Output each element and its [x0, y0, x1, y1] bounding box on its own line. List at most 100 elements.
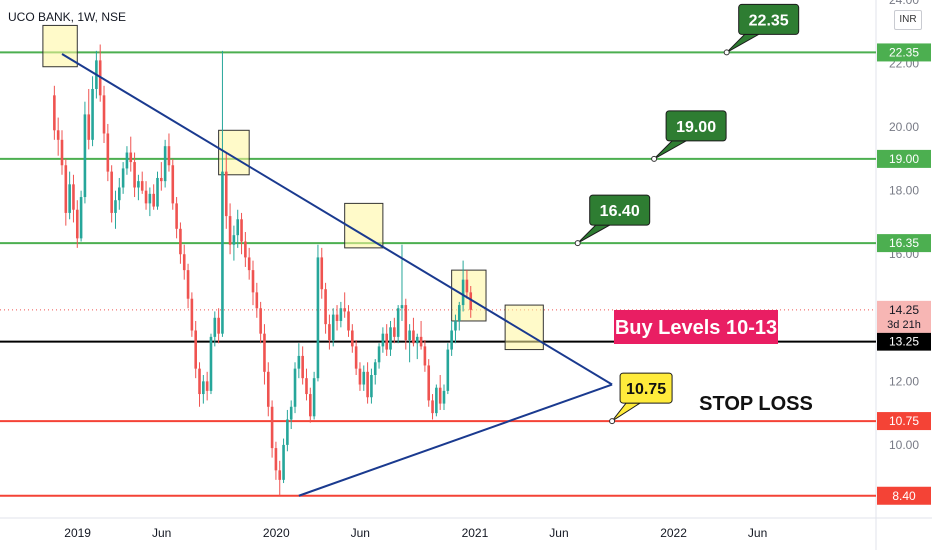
- callout-anchor: [651, 155, 658, 162]
- candle-body: [412, 330, 415, 344]
- candle-body: [209, 336, 213, 391]
- countdown-label: 3d 21h: [887, 319, 921, 331]
- callout-box: [619, 372, 673, 404]
- candle-body: [72, 184, 75, 210]
- callout-anchor: [723, 49, 730, 56]
- candle-body: [179, 228, 182, 255]
- callout-anchor: [609, 418, 616, 425]
- highlight-box: [218, 129, 250, 176]
- candle-body: [328, 324, 331, 341]
- x-tick-label: Jun: [549, 526, 568, 540]
- price-axis: [876, 0, 932, 550]
- candle-body: [305, 378, 308, 395]
- callout-pointer: [726, 33, 761, 53]
- candle-body: [228, 216, 232, 245]
- candle-body: [53, 95, 56, 131]
- candle-body: [190, 298, 194, 331]
- candle-body: [415, 336, 419, 344]
- candle-body: [282, 444, 285, 480]
- callout-box: [738, 3, 800, 35]
- candle-body: [331, 314, 335, 341]
- stop-loss-label: STOP LOSS: [699, 393, 813, 415]
- candle-body: [259, 308, 262, 334]
- x-tick-label: Jun: [351, 526, 370, 540]
- level-price-label: 8.40: [892, 489, 916, 503]
- candle-body: [110, 171, 113, 213]
- level-price-tag: [877, 149, 931, 168]
- candle-body: [175, 203, 178, 229]
- candle-body: [270, 406, 274, 449]
- callout-anchor: [574, 240, 581, 247]
- candle-body: [68, 184, 71, 213]
- candle-body: [431, 400, 434, 414]
- candle-body: [140, 181, 144, 191]
- candle-body: [457, 305, 461, 321]
- callout-label: 16.40: [600, 203, 640, 220]
- y-tick-label: 20.00: [889, 120, 919, 134]
- candle-body: [297, 355, 301, 369]
- candle-body: [255, 292, 259, 309]
- level-price-label: 16.35: [889, 236, 919, 250]
- candle-body: [198, 368, 201, 395]
- callout-pointer: [611, 402, 642, 422]
- candle-body: [312, 378, 316, 417]
- x-tick-label: 2021: [462, 526, 489, 540]
- candle-body: [137, 181, 140, 188]
- candle-body: [461, 279, 465, 306]
- y-tick-label: 24.00: [889, 0, 919, 7]
- candle-body: [419, 336, 423, 347]
- candle-body: [186, 270, 190, 299]
- candle-body: [389, 327, 392, 350]
- callout-pointer: [653, 140, 689, 160]
- x-tick-label: Jun: [748, 526, 767, 540]
- candle-body: [129, 152, 133, 163]
- level-price-label: 10.75: [889, 414, 919, 428]
- candle-body: [205, 381, 209, 391]
- candle-body: [79, 197, 83, 239]
- candle-body: [236, 219, 240, 236]
- candle-body: [251, 270, 255, 293]
- candle-body: [121, 168, 125, 188]
- candle-body: [156, 177, 159, 207]
- callout-box: [665, 110, 727, 142]
- candle-body: [266, 371, 270, 407]
- candle-body: [75, 209, 79, 239]
- candle-body: [351, 330, 354, 347]
- candle-body: [133, 162, 136, 188]
- candle-body: [118, 187, 121, 201]
- candle-body: [171, 165, 175, 204]
- candle-body: [396, 308, 400, 337]
- candle-body: [232, 235, 236, 245]
- callout-pointer: [577, 224, 612, 244]
- candle-body: [347, 311, 350, 331]
- level-price-tag: [877, 234, 931, 253]
- level-price-label: 13.25: [889, 335, 919, 349]
- candle-body: [454, 320, 457, 331]
- candle-body: [102, 95, 106, 134]
- candle-body: [309, 394, 312, 417]
- currency-badge[interactable]: INR: [894, 10, 922, 30]
- candle-body: [393, 327, 396, 337]
- candle-body: [182, 254, 186, 271]
- candle-body: [293, 368, 297, 407]
- symbol-title: UCO BANK, 1W, NSE: [8, 10, 127, 24]
- candle-body: [274, 448, 278, 471]
- callout-box: [589, 194, 651, 226]
- highlight-box: [451, 269, 487, 322]
- candle-body: [438, 387, 442, 404]
- candle-body: [144, 190, 148, 204]
- last-price-tag: [877, 300, 931, 333]
- candle-body: [263, 333, 266, 372]
- candle-body: [163, 146, 167, 182]
- callout-label: 10.75: [626, 381, 666, 398]
- x-tick-label: 2020: [263, 526, 290, 540]
- candle-body: [354, 346, 358, 369]
- candle-body: [286, 419, 289, 445]
- candle-body: [465, 279, 469, 293]
- candle-body: [56, 130, 60, 140]
- candle-body: [91, 88, 94, 140]
- trendline: [298, 383, 613, 497]
- candle-body: [370, 374, 373, 398]
